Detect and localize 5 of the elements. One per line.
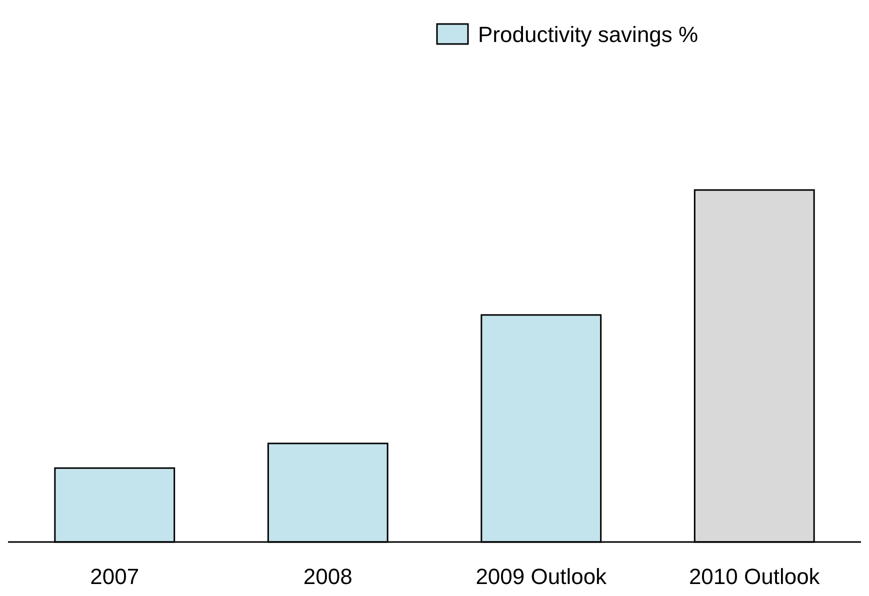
x-tick-label: 2008 (303, 564, 352, 589)
x-tick-label: 2007 (90, 564, 140, 589)
x-tick-label: 2009 Outlook (476, 564, 608, 589)
legend-label: Productivity savings % (478, 22, 698, 47)
x-tick-label: 2010 Outlook (688, 564, 821, 589)
